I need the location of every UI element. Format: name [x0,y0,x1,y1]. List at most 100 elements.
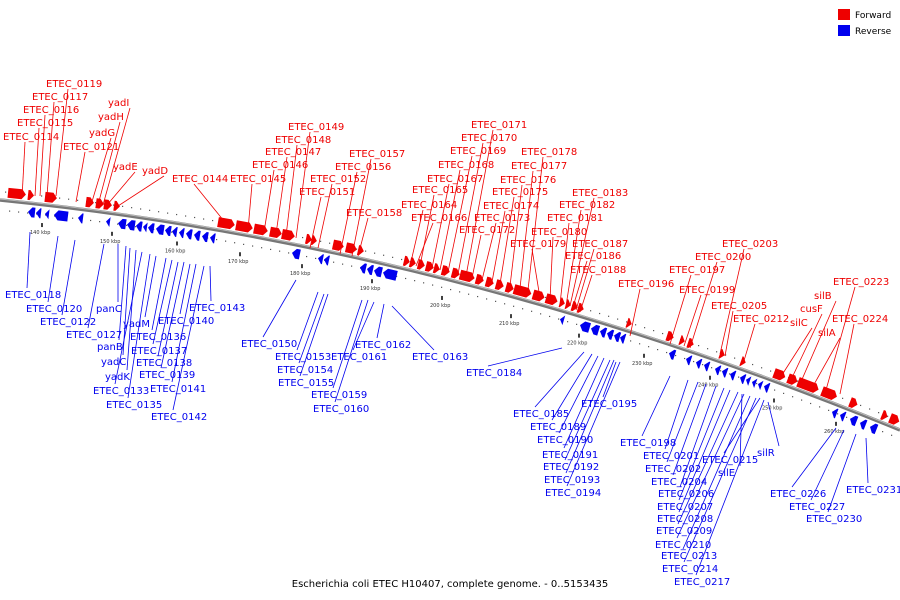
forward-gene-label[interactable]: ETEC_0175 [492,187,548,198]
forward-gene-label[interactable]: yadE [113,162,138,173]
reverse-gene-label[interactable]: ETEC_0206 [658,489,714,500]
reverse-gene-label[interactable]: ETEC_0193 [544,475,600,486]
forward-gene-label[interactable]: ETEC_0146 [252,160,308,171]
forward-gene-label[interactable]: ETEC_0197 [669,265,725,276]
reverse-gene-label[interactable]: ETEC_0194 [545,488,601,499]
forward-gene-label[interactable]: ETEC_0167 [427,174,483,185]
forward-gene-label[interactable]: ETEC_0148 [275,135,331,146]
forward-gene-label[interactable]: ETEC_0158 [346,208,402,219]
forward-gene-label[interactable]: ETEC_0181 [547,213,603,224]
forward-gene-label[interactable]: yadG [89,128,115,139]
reverse-gene-label[interactable]: ETEC_0230 [806,514,862,525]
reverse-gene-label[interactable]: ETEC_0162 [355,340,411,351]
reverse-gene-label[interactable]: ETEC_0118 [5,290,61,301]
reverse-gene-label[interactable]: ETEC_0204 [651,477,707,488]
forward-gene-label[interactable]: ETEC_0180 [531,227,587,238]
reverse-gene-label[interactable]: ETEC_0136 [130,332,186,343]
forward-gene-label[interactable]: ETEC_0183 [572,188,628,199]
forward-gene-label[interactable]: ETEC_0205 [711,301,767,312]
reverse-gene-label[interactable]: ETEC_0154 [277,365,333,376]
reverse-gene-label[interactable]: yadK [105,372,130,383]
reverse-gene-label[interactable]: ETEC_0214 [662,564,718,575]
forward-gene-label[interactable]: ETEC_0171 [471,120,527,131]
reverse-gene-label[interactable]: ETEC_0227 [789,502,845,513]
forward-gene-label[interactable]: ETEC_0187 [572,239,628,250]
reverse-gene-label[interactable]: ETEC_0217 [674,577,730,588]
forward-gene-label[interactable]: yadD [142,166,168,177]
reverse-gene-label[interactable]: ETEC_0215 [702,455,758,466]
forward-gene-label[interactable]: cusF [800,304,823,315]
forward-gene-label[interactable]: ETEC_0174 [483,201,539,212]
forward-gene-label[interactable]: ETEC_0119 [46,79,102,90]
reverse-gene-label[interactable]: ETEC_0140 [158,316,214,327]
forward-gene-label[interactable]: ETEC_0121 [63,142,119,153]
reverse-gene-label[interactable]: ETEC_0190 [537,435,593,446]
reverse-gene-label[interactable]: ETEC_0209 [656,526,712,537]
forward-gene-label[interactable]: ETEC_0147 [265,147,321,158]
forward-gene-label[interactable]: ETEC_0149 [288,122,344,133]
reverse-gene-label[interactable]: yadC [101,357,126,368]
reverse-gene-label[interactable]: panB [97,342,123,353]
reverse-gene-label[interactable]: ETEC_0226 [770,489,826,500]
reverse-gene-label[interactable]: ETEC_0202 [645,464,701,475]
forward-gene-label[interactable]: ETEC_0115 [17,118,73,129]
forward-gene-label[interactable]: ETEC_0186 [565,251,621,262]
forward-gene-label[interactable]: ETEC_0176 [500,175,556,186]
forward-gene-label[interactable]: ETEC_0157 [349,149,405,160]
reverse-gene-label[interactable]: panC [96,304,122,315]
reverse-gene-label[interactable]: ETEC_0155 [278,378,334,389]
forward-gene-label[interactable]: ETEC_0144 [172,174,228,185]
reverse-gene-label[interactable]: ETEC_0135 [106,400,162,411]
reverse-gene-label[interactable]: ETEC_0122 [40,317,96,328]
forward-gene-label[interactable]: ETEC_0196 [618,279,674,290]
forward-gene-label[interactable]: ETEC_0164 [401,200,457,211]
reverse-gene-label[interactable]: ETEC_0191 [542,450,598,461]
forward-gene-label[interactable]: ETEC_0117 [32,92,88,103]
reverse-gene-label[interactable]: silE [718,468,735,479]
forward-gene-label[interactable]: ETEC_0116 [23,105,79,116]
reverse-gene-label[interactable]: ETEC_0161 [331,352,387,363]
reverse-gene-label[interactable]: ETEC_0138 [136,358,192,369]
reverse-gene-label[interactable]: ETEC_0142 [151,412,207,423]
forward-gene-label[interactable]: ETEC_0223 [833,277,889,288]
reverse-gene-label[interactable]: ETEC_0127 [66,330,122,341]
reverse-gene-label[interactable]: ETEC_0210 [655,540,711,551]
reverse-gene-label[interactable]: ETEC_0120 [26,304,82,315]
forward-gene-label[interactable]: ETEC_0152 [310,174,366,185]
forward-gene-label[interactable]: ETEC_0172 [459,225,515,236]
forward-gene-label[interactable]: ETEC_0212 [733,314,789,325]
forward-gene-label[interactable]: ETEC_0177 [511,161,567,172]
reverse-gene-label[interactable]: ETEC_0195 [581,399,637,410]
reverse-gene-label[interactable]: ETEC_0192 [543,462,599,473]
forward-gene-label[interactable]: ETEC_0156 [335,162,391,173]
forward-gene-label[interactable]: ETEC_0145 [230,174,286,185]
forward-gene-label[interactable]: ETEC_0203 [722,239,778,250]
forward-gene-label[interactable]: yadH [98,112,124,123]
forward-gene-label[interactable]: ETEC_0224 [832,314,888,325]
forward-gene-label[interactable]: ETEC_0200 [695,252,751,263]
forward-gene-label[interactable]: ETEC_0169 [450,146,506,157]
forward-gene-label[interactable]: silC [790,318,808,329]
forward-gene-label[interactable]: ETEC_0173 [474,213,530,224]
forward-gene-label[interactable]: ETEC_0114 [3,132,59,143]
reverse-gene-label[interactable]: ETEC_0133 [93,386,149,397]
reverse-gene-label[interactable]: ETEC_0160 [313,404,369,415]
reverse-gene-label[interactable]: ETEC_0231 [846,485,900,496]
forward-gene-label[interactable]: ETEC_0179 [510,239,566,250]
forward-gene-label[interactable]: ETEC_0166 [411,213,467,224]
forward-gene-label[interactable]: silA [818,328,836,339]
reverse-gene-label[interactable]: ETEC_0213 [661,551,717,562]
reverse-gene-label[interactable]: ETEC_0185 [513,409,569,420]
forward-gene-label[interactable]: ETEC_0182 [559,200,615,211]
reverse-gene-label[interactable]: ETEC_0189 [530,422,586,433]
forward-gene-label[interactable]: ETEC_0170 [461,133,517,144]
reverse-gene-label[interactable]: ETEC_0153 [275,352,331,363]
reverse-gene-label[interactable]: ETEC_0208 [657,514,713,525]
reverse-gene-label[interactable]: ETEC_0150 [241,339,297,350]
reverse-gene-label[interactable]: ETEC_0198 [620,438,676,449]
reverse-gene-label[interactable]: ETEC_0139 [139,370,195,381]
forward-gene-label[interactable]: ETEC_0199 [679,285,735,296]
reverse-gene-label[interactable]: ETEC_0207 [657,502,713,513]
forward-gene-label[interactable]: ETEC_0178 [521,147,577,158]
forward-gene-label[interactable]: yadI [108,98,129,109]
